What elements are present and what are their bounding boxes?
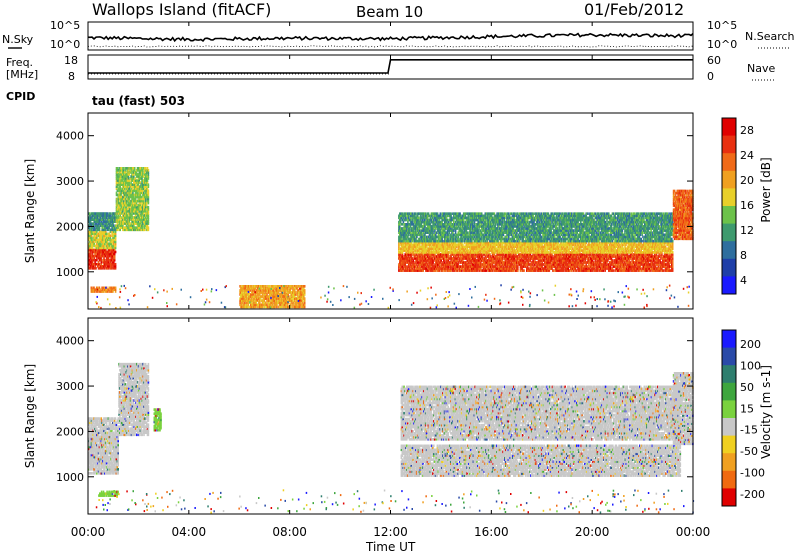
heatmap-cell <box>613 269 615 272</box>
nsearch-label: N.Search <box>745 30 795 43</box>
heatmap-cell <box>523 269 525 272</box>
heatmap-cell <box>115 251 117 254</box>
heatmap-cell <box>553 269 555 272</box>
freq-tick-top: 18 <box>64 54 78 67</box>
heatmap-cell <box>110 212 112 215</box>
heatmap-cell <box>123 167 125 170</box>
cpid-value: tau (fast) 503 <box>92 94 185 108</box>
noise-axis-right-top: 10^5 <box>707 19 737 32</box>
heatmap-cell <box>148 169 150 172</box>
heatmap-cell <box>115 263 117 266</box>
heatmap-cell <box>110 235 112 238</box>
freq-unit-label: [MHz] <box>6 68 38 81</box>
heatmap-cell <box>148 226 150 229</box>
noise-sky-line <box>88 34 693 41</box>
noise-axis-top: 10^5 <box>50 19 80 32</box>
heatmap-cell <box>95 267 97 270</box>
noise-axis-bottom: 10^0 <box>50 38 80 51</box>
nave-tick-top: 60 <box>707 54 721 67</box>
title-beam: Beam 10 <box>356 3 423 21</box>
heatmap-cell <box>548 251 550 254</box>
heatmap-cell <box>106 233 108 236</box>
title-station: Wallops Island (fitACF) <box>92 0 271 19</box>
title-date: 01/Feb/2012 <box>584 0 684 19</box>
heatmap-cell <box>576 269 578 272</box>
freq-line <box>88 60 693 73</box>
nave-label: Nave <box>747 62 775 75</box>
heatmap-cell <box>148 183 150 186</box>
heatmap-cell <box>134 167 136 170</box>
cpid-label: CPID <box>6 90 35 103</box>
radar-summary-plot: Wallops Island (fitACF) Beam 10 01/Feb/2… <box>0 0 800 554</box>
noise-search-line <box>88 46 693 47</box>
heatmap-cell <box>115 287 117 290</box>
nsky-label: N.Sky <box>2 33 34 46</box>
power-heatmap <box>88 167 694 309</box>
heatmap-cell <box>148 190 150 193</box>
heatmap-cell <box>663 269 665 272</box>
nave-tick-bottom: 0 <box>707 70 714 83</box>
heatmap-cell <box>148 206 150 209</box>
noise-axis-right-bottom: 10^0 <box>707 38 737 51</box>
heatmap-cell <box>612 259 614 262</box>
freq-tick-bottom: 8 <box>68 70 75 83</box>
